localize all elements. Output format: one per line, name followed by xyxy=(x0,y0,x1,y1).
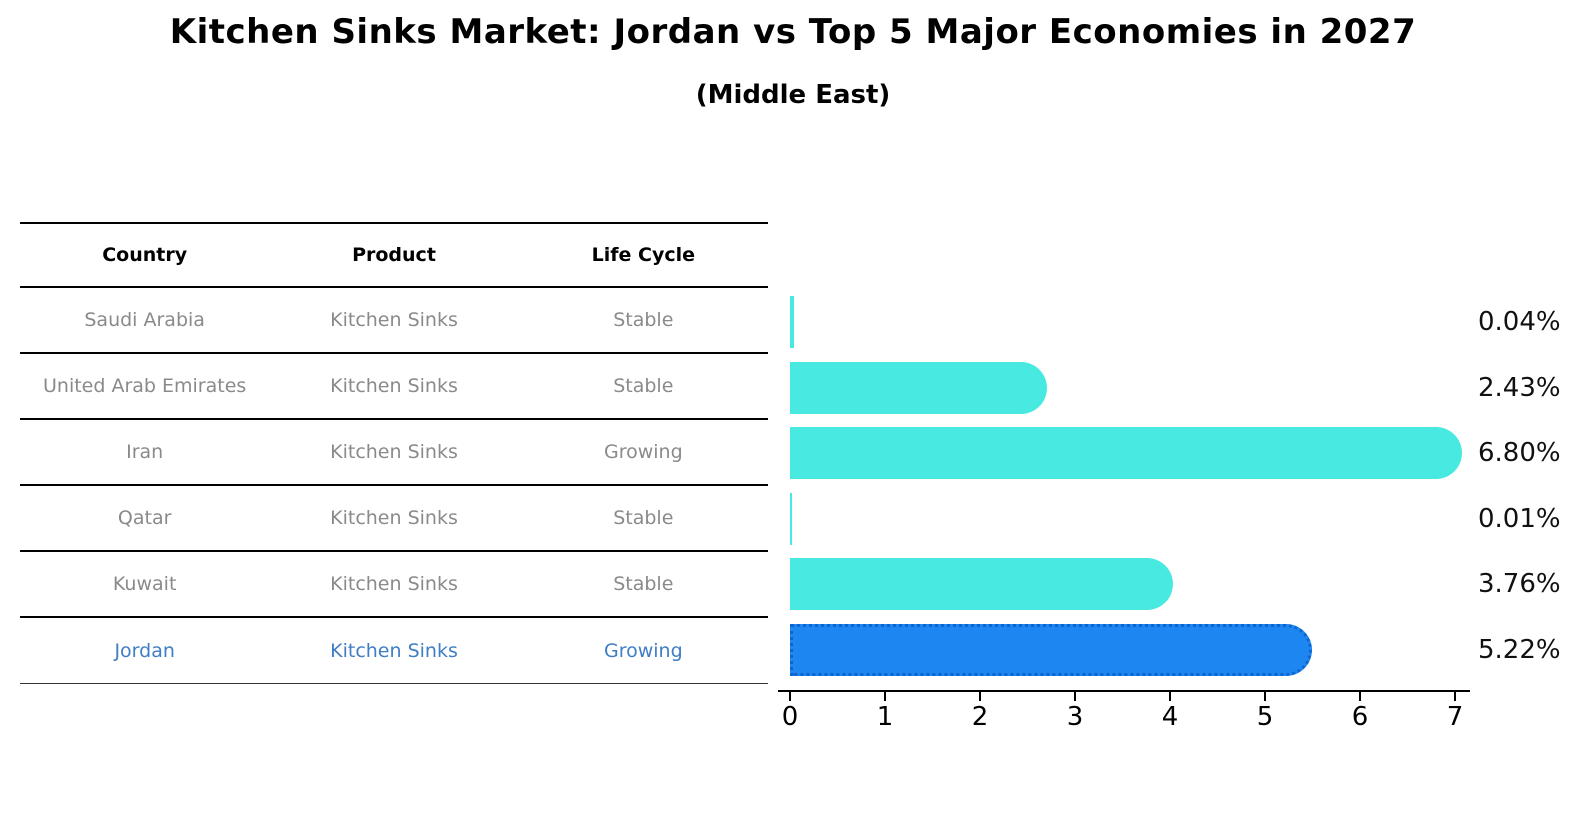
x-axis-tick-label: 4 xyxy=(1161,702,1179,732)
table-cell-product: Kitchen Sinks xyxy=(330,441,458,463)
bar-jordan xyxy=(790,624,1312,676)
value-label-united-arab-emirates: 2.43% xyxy=(1478,373,1561,403)
table-row-jordan: Jordan Kitchen Sinks Growing xyxy=(20,618,768,684)
value-label-saudi-arabia: 0.04% xyxy=(1478,307,1561,337)
table-row-kuwait: Kuwait Kitchen Sinks Stable xyxy=(20,552,768,618)
x-axis-tick xyxy=(979,692,981,701)
table-cell-product: Kitchen Sinks xyxy=(330,573,458,595)
chart-title: Kitchen Sinks Market: Jordan vs Top 5 Ma… xyxy=(169,12,1417,52)
chart-subtitle: (Middle East) xyxy=(695,80,891,110)
comparison-table: Country Product Life Cycle Saudi Arabia Kitc… xyxy=(20,222,768,684)
x-axis-tick xyxy=(884,692,886,701)
bar-qatar xyxy=(790,493,792,545)
x-axis-tick-label: 5 xyxy=(1256,702,1274,732)
table-row-saudi-arabia: Saudi Arabia Kitchen Sinks Stable xyxy=(20,288,768,354)
x-axis-tick-label: 6 xyxy=(1351,702,1369,732)
x-axis-tick-label: 0 xyxy=(781,702,799,732)
bar-united-arab-emirates xyxy=(790,362,1047,414)
table-cell-life-cycle: Stable xyxy=(613,507,674,529)
x-axis-tick xyxy=(1169,692,1171,701)
table-cell-life-cycle: Growing xyxy=(603,639,683,662)
bar-saudi-arabia xyxy=(790,296,794,348)
x-axis xyxy=(778,690,1470,692)
value-label-qatar: 0.01% xyxy=(1478,504,1561,534)
table-cell-product: Kitchen Sinks xyxy=(330,309,458,331)
table-cell-life-cycle: Stable xyxy=(613,573,674,595)
x-axis-tick-label: 3 xyxy=(1066,702,1084,732)
x-axis-tick-label: 2 xyxy=(971,702,989,732)
table-row-iran: Iran Kitchen Sinks Growing xyxy=(20,420,768,486)
table-cell-product: Kitchen Sinks xyxy=(330,375,458,397)
table-cell-country: Jordan xyxy=(114,639,175,662)
x-axis-tick xyxy=(1454,692,1456,701)
table-cell-country: Saudi Arabia xyxy=(84,309,205,331)
table-cell-country: Kuwait xyxy=(112,573,177,595)
table-cell-life-cycle: Stable xyxy=(613,375,674,397)
table-header-cell-life-cycle: Life Cycle xyxy=(591,244,696,266)
value-label-jordan: 5.22% xyxy=(1478,635,1561,665)
table-row-qatar: Qatar Kitchen Sinks Stable xyxy=(20,486,768,552)
value-label-kuwait: 3.76% xyxy=(1478,569,1561,599)
x-axis-tick-label: 1 xyxy=(876,702,894,732)
table-cell-country: Iran xyxy=(126,441,164,463)
table-header-cell-product: Product xyxy=(352,244,436,266)
table-header-cell-country: Country xyxy=(102,244,188,266)
table-cell-country: Qatar xyxy=(117,507,172,529)
bar-iran xyxy=(790,427,1462,479)
table-header-row: Country Product Life Cycle xyxy=(20,222,768,288)
x-axis-tick xyxy=(789,692,791,701)
table-cell-country: United Arab Emirates xyxy=(43,375,247,397)
x-axis-tick xyxy=(1264,692,1266,701)
table-cell-life-cycle: Stable xyxy=(613,309,674,331)
table-cell-product: Kitchen Sinks xyxy=(330,507,458,529)
value-label-iran: 6.80% xyxy=(1478,438,1561,468)
x-axis-tick xyxy=(1074,692,1076,701)
x-axis-tick-label: 7 xyxy=(1446,702,1464,732)
x-axis-tick xyxy=(1359,692,1361,701)
table-row-united-arab-emirates: United Arab Emirates Kitchen Sinks Stable xyxy=(20,354,768,420)
table-cell-product: Kitchen Sinks xyxy=(330,639,458,662)
table-cell-life-cycle: Growing xyxy=(603,441,683,463)
bar-kuwait xyxy=(790,558,1173,610)
